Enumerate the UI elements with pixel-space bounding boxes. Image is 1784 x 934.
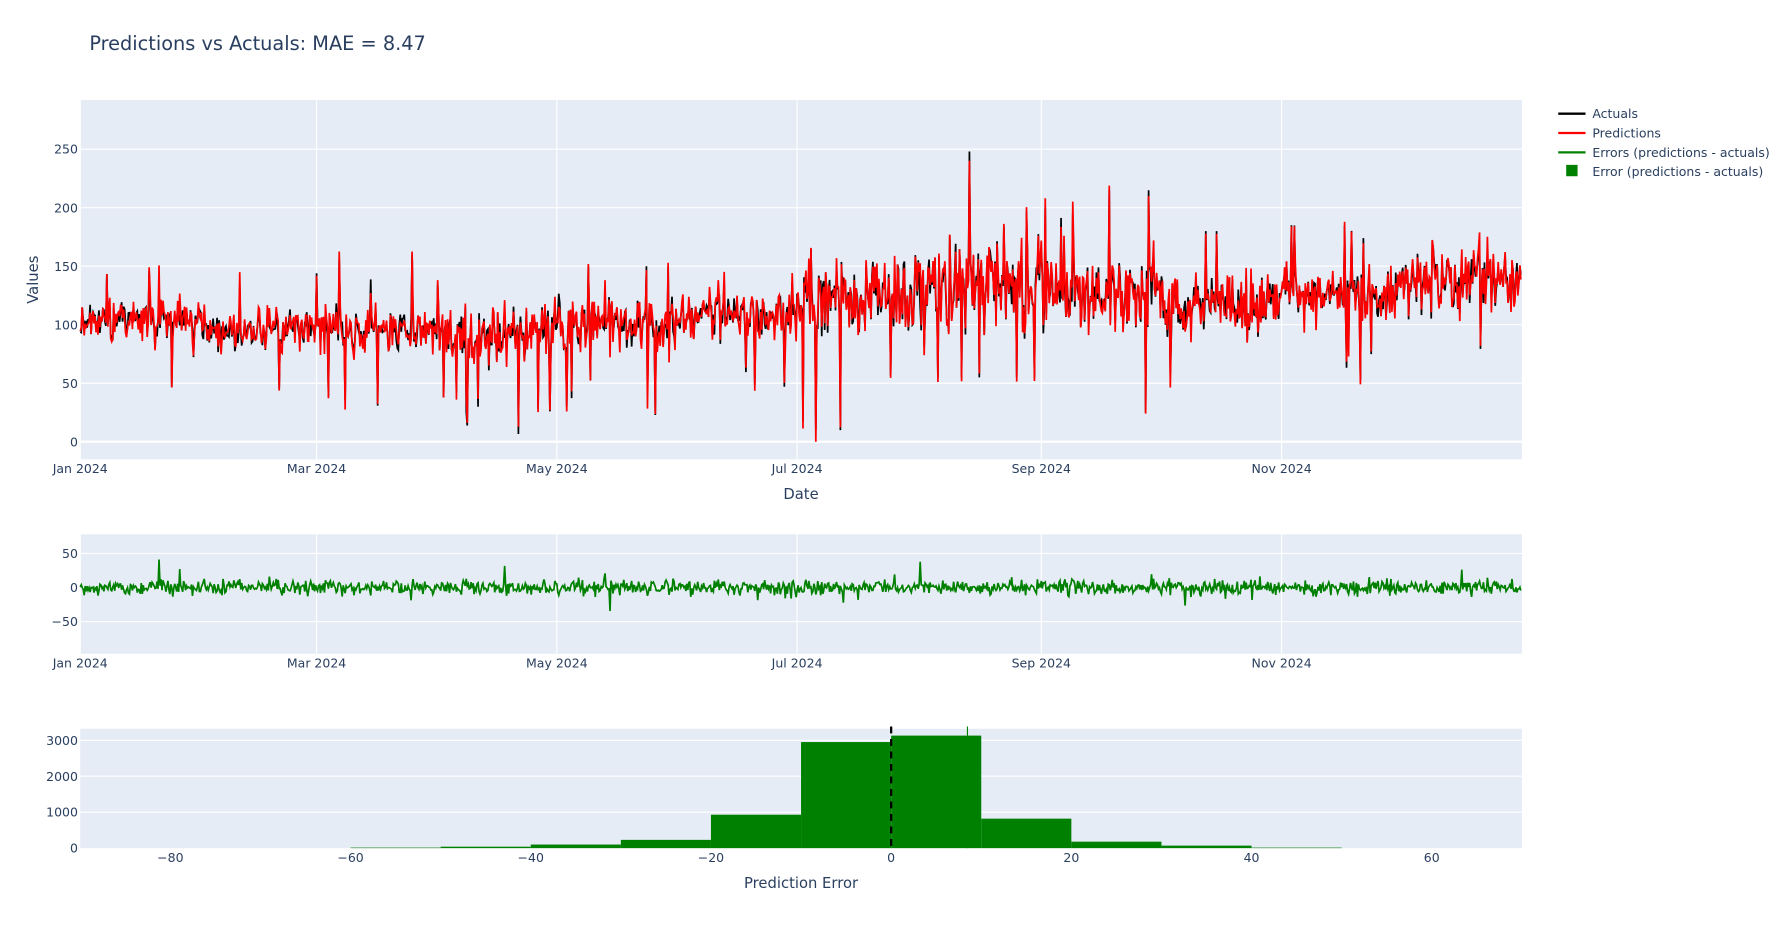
histogram-bar bbox=[1161, 845, 1252, 849]
timeseries-plot-area[interactable] bbox=[80, 100, 1522, 460]
x-tick-label: Mar 2024 bbox=[287, 461, 346, 476]
legend-item-errors-histogram[interactable]: Error (predictions - actuals) bbox=[1566, 164, 1763, 179]
y-tick-label: 100 bbox=[54, 317, 78, 332]
histogram-bar bbox=[1251, 847, 1342, 849]
x-tick-label: −40 bbox=[518, 850, 544, 865]
y-tick-label: 50 bbox=[62, 376, 78, 391]
y-tick-label: 2000 bbox=[46, 769, 78, 784]
x-tick-label: Nov 2024 bbox=[1251, 655, 1311, 670]
histogram-bar bbox=[620, 839, 711, 849]
x-tick-label: Jul 2024 bbox=[771, 461, 823, 476]
chart-title: Predictions vs Actuals: MAE = 8.47 bbox=[89, 32, 426, 55]
y-tick-label: −50 bbox=[52, 614, 78, 629]
histogram-bar bbox=[981, 818, 1072, 849]
x-tick-label: −20 bbox=[698, 850, 724, 865]
legend-item-errors-line[interactable]: Errors (predictions - actuals) bbox=[1558, 145, 1770, 160]
histogram-bar bbox=[891, 735, 982, 849]
y-tick-label: 150 bbox=[54, 259, 78, 274]
legend-item-actuals[interactable]: Actuals bbox=[1558, 106, 1638, 121]
x-tick-label: Jul 2024 bbox=[771, 655, 823, 670]
legend-label: Error (predictions - actuals) bbox=[1592, 164, 1763, 179]
y-tick-label: 3000 bbox=[46, 733, 78, 748]
histogram-bar bbox=[801, 742, 892, 849]
legend-label: Actuals bbox=[1592, 106, 1638, 121]
histogram-bar bbox=[440, 846, 531, 849]
x-axis-title-prediction-error: Prediction Error bbox=[744, 875, 859, 892]
x-tick-label: 60 bbox=[1424, 850, 1440, 865]
x-tick-label: Sep 2024 bbox=[1012, 655, 1071, 670]
x-tick-label: −60 bbox=[337, 850, 363, 865]
x-tick-label: Mar 2024 bbox=[287, 655, 346, 670]
x-tick-label: 0 bbox=[887, 850, 895, 865]
histogram-bar bbox=[710, 814, 802, 849]
x-tick-label: Jan 2024 bbox=[52, 655, 108, 670]
x-tick-label: May 2024 bbox=[526, 655, 588, 670]
x-tick-label: Nov 2024 bbox=[1251, 461, 1311, 476]
legend-item-predictions[interactable]: Predictions bbox=[1558, 126, 1661, 141]
histogram-bar bbox=[530, 844, 621, 849]
histogram-bar bbox=[350, 847, 441, 849]
y-tick-label: 50 bbox=[62, 546, 78, 561]
y-tick-label: 0 bbox=[70, 434, 78, 449]
errors-plot-area[interactable] bbox=[80, 534, 1522, 654]
legend-swatch bbox=[1566, 164, 1578, 177]
legend-label: Errors (predictions - actuals) bbox=[1592, 145, 1769, 160]
histogram-bar bbox=[1071, 841, 1162, 849]
y-tick-label: 1000 bbox=[46, 805, 78, 820]
errors-line bbox=[79, 559, 1522, 612]
x-axis-title-date: Date bbox=[783, 486, 818, 503]
legend[interactable]: Actuals Predictions Errors (predictions … bbox=[1558, 106, 1770, 179]
x-tick-label: May 2024 bbox=[526, 461, 588, 476]
y-tick-label: 0 bbox=[70, 841, 78, 856]
x-tick-label: Jan 2024 bbox=[52, 461, 108, 476]
x-tick-label: 20 bbox=[1063, 850, 1079, 865]
y-tick-label: 200 bbox=[54, 200, 78, 215]
predictions-line bbox=[79, 160, 1522, 442]
y-tick-label: 250 bbox=[54, 142, 78, 157]
y-axis-title-values: Values bbox=[25, 256, 42, 304]
x-tick-label: Sep 2024 bbox=[1012, 461, 1071, 476]
y-tick-label: 0 bbox=[70, 580, 78, 595]
x-tick-label: −80 bbox=[157, 850, 183, 865]
x-tick-label: 40 bbox=[1244, 850, 1260, 865]
legend-label: Predictions bbox=[1592, 126, 1661, 141]
